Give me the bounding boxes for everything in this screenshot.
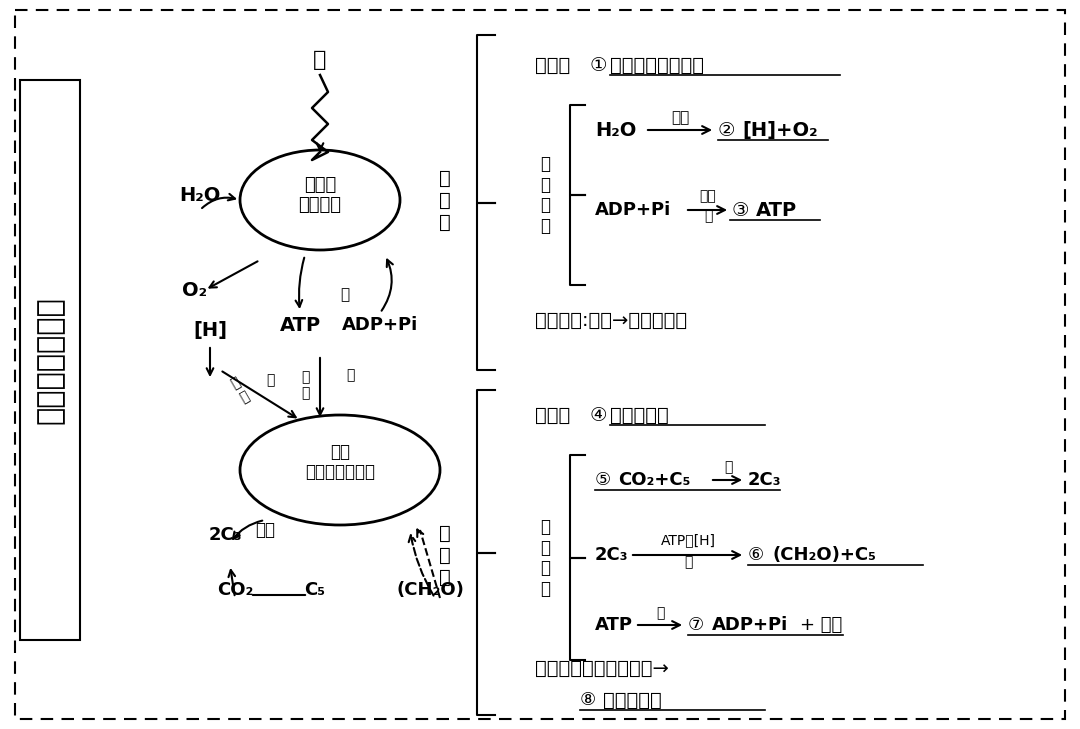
Text: C₅: C₅ [305, 581, 325, 599]
Text: 光能: 光能 [671, 111, 689, 125]
Text: 光: 光 [313, 50, 326, 70]
Text: 还原
多种酶参加催化: 还原 多种酶参加催化 [305, 443, 375, 481]
Text: 酶: 酶 [684, 555, 692, 569]
Text: 叶绿体
中的色素: 叶绿体 中的色素 [298, 176, 341, 214]
Text: ③: ③ [732, 200, 750, 219]
Text: 2C₃: 2C₃ [748, 471, 782, 489]
Text: 酶: 酶 [340, 287, 350, 303]
Text: ATP: ATP [756, 200, 797, 219]
Text: 酶: 酶 [724, 460, 732, 474]
Text: H₂O: H₂O [595, 120, 636, 139]
Text: 2C₃: 2C₃ [208, 526, 242, 544]
Text: 2C₃: 2C₃ [595, 546, 629, 564]
Text: 叶绿体类囊体薄膜: 叶绿体类囊体薄膜 [610, 55, 704, 74]
Text: ATP: ATP [595, 616, 633, 634]
Text: 酶: 酶 [346, 368, 354, 382]
Text: [H]+O₂: [H]+O₂ [742, 120, 818, 139]
Text: 酶: 酶 [266, 373, 274, 387]
Text: 供
氢: 供 氢 [229, 375, 252, 405]
Text: [H]: [H] [193, 321, 227, 340]
Text: ①: ① [590, 55, 607, 74]
Text: 能量变化：活跃化学能→: 能量变化：活跃化学能→ [535, 658, 669, 677]
Text: 能量变化:光能→活跃化学能: 能量变化:光能→活跃化学能 [535, 311, 687, 330]
Text: O₂: O₂ [183, 281, 207, 300]
Text: CO₂+C₅: CO₂+C₅ [618, 471, 690, 489]
Text: ⑧: ⑧ [580, 691, 596, 709]
Text: 叶绿体基质: 叶绿体基质 [610, 405, 669, 424]
Text: 供
能: 供 能 [301, 370, 309, 400]
Text: (CH₂O): (CH₂O) [396, 581, 464, 599]
Text: (CH₂O)+C₅: (CH₂O)+C₅ [772, 546, 876, 564]
Text: ADP+Pi: ADP+Pi [712, 616, 788, 634]
Text: + 能量: + 能量 [800, 616, 842, 634]
Text: 固定: 固定 [255, 521, 275, 539]
Text: ⑦: ⑦ [688, 616, 704, 634]
Text: 暗
反
应: 暗 反 应 [440, 523, 450, 587]
Text: 光合作用的过程: 光合作用的过程 [36, 296, 65, 424]
Text: ⑤: ⑤ [595, 471, 611, 489]
Text: 酶: 酶 [656, 606, 664, 620]
Text: 物
质
变
化: 物 质 变 化 [540, 518, 550, 599]
Text: 场所：: 场所： [535, 55, 570, 74]
Text: ④: ④ [590, 405, 607, 424]
Text: 场所：: 场所： [535, 405, 570, 424]
Text: CO₂: CO₂ [217, 581, 253, 599]
Text: 酶: 酶 [704, 209, 712, 223]
Text: ATP: ATP [280, 316, 321, 335]
Text: 物
质
变
化: 物 质 变 化 [540, 155, 550, 235]
Text: ②: ② [718, 120, 735, 139]
Text: ATP、[H]: ATP、[H] [661, 533, 715, 547]
Text: 光能: 光能 [700, 189, 716, 203]
Text: ADP+Pi: ADP+Pi [595, 201, 672, 219]
Text: 光
反
应: 光 反 应 [440, 168, 450, 232]
Text: 稳定化学能: 稳定化学能 [603, 690, 662, 709]
Text: H₂O: H₂O [179, 185, 220, 205]
Text: ⑥: ⑥ [748, 546, 765, 564]
Text: ADP+Pi: ADP+Pi [342, 316, 418, 334]
